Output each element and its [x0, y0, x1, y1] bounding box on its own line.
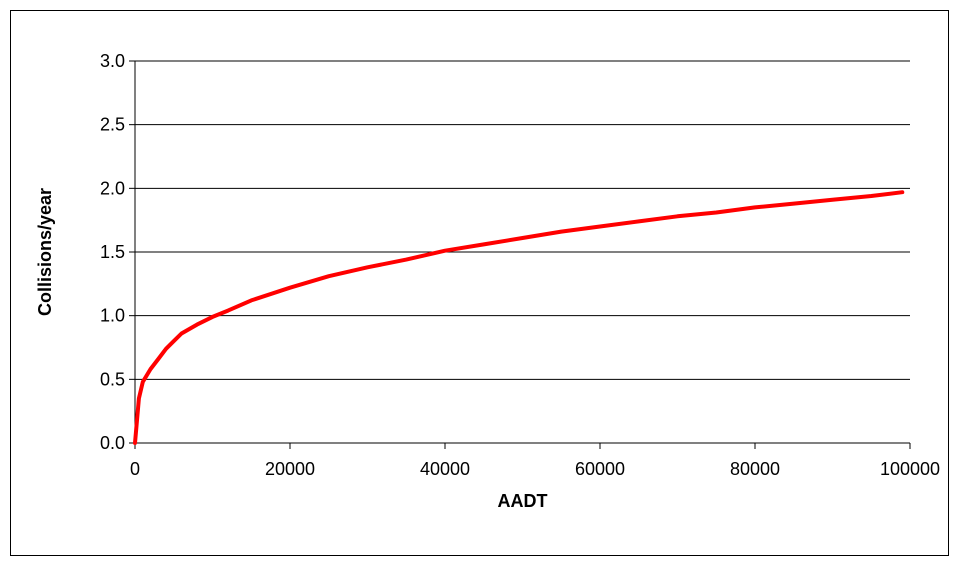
x-tick-label: 100000 [880, 459, 940, 479]
tick-marks [129, 60, 911, 449]
y-tick-label: 2.5 [100, 115, 125, 135]
y-tick-label: 3.0 [100, 51, 125, 71]
x-tick-labels: 0 20000 40000 60000 80000 100000 [130, 459, 940, 479]
x-tick-label: 20000 [265, 459, 315, 479]
series-line [133, 190, 905, 445]
x-tick-label: 60000 [575, 459, 625, 479]
y-tick-labels: 0.0 0.5 1.0 1.5 2.0 2.5 3.0 [100, 51, 125, 453]
x-axis-title: AADT [498, 491, 548, 511]
x-tick-label: 40000 [420, 459, 470, 479]
y-tick-label: 0.5 [100, 369, 125, 389]
chart-frame: 0.0 0.5 1.0 1.5 2.0 2.5 3.0 0 20000 40000 60000 80… [10, 10, 949, 556]
line-chart: 0.0 0.5 1.0 1.5 2.0 2.5 3.0 0 20000 40000 60000 80… [35, 51, 940, 511]
y-tick-label: 2.0 [100, 178, 125, 198]
gridlines [135, 60, 910, 444]
x-tick-label: 80000 [730, 459, 780, 479]
y-tick-label: 0.0 [100, 433, 125, 453]
y-axis-title: Collisions/year [35, 188, 55, 316]
y-tick-label: 1.5 [100, 242, 125, 262]
y-tick-label: 1.0 [100, 306, 125, 326]
series-group [133, 190, 905, 445]
x-tick-label: 0 [130, 459, 140, 479]
